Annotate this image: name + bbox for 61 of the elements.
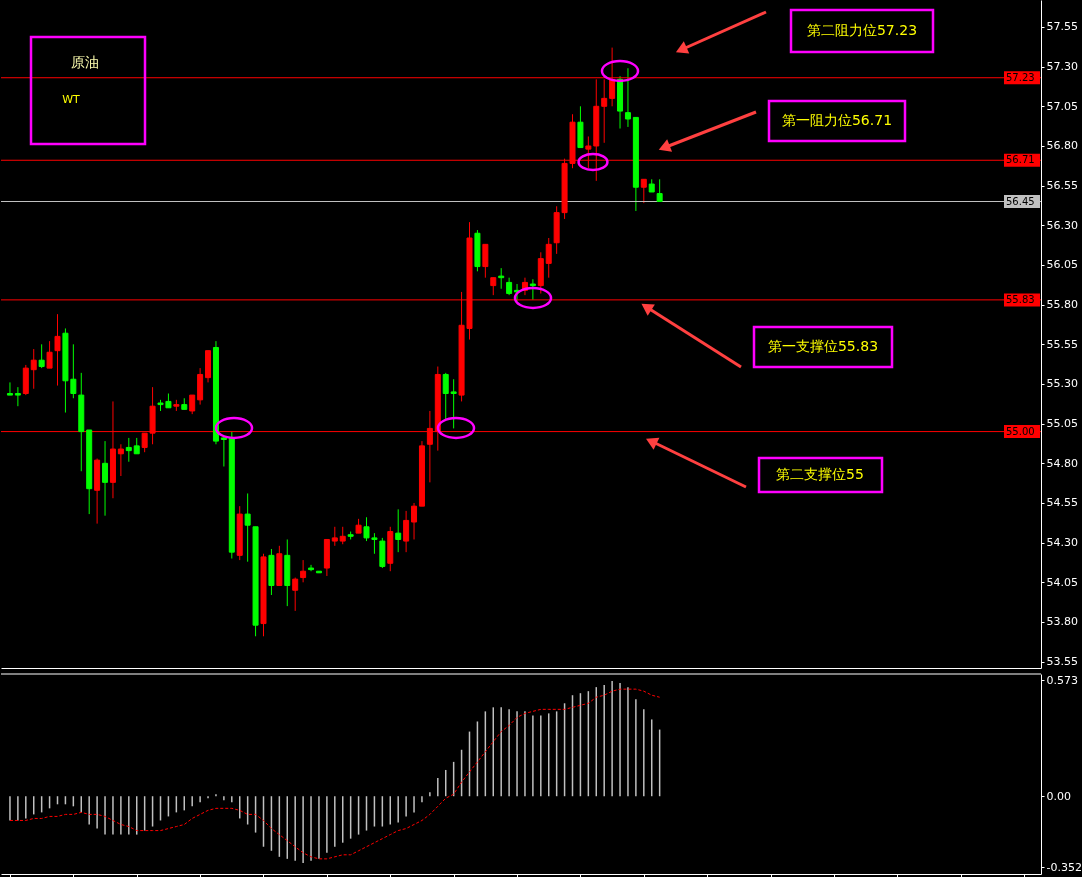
y-tick-label: -0.352 — [1046, 860, 1082, 874]
y-tick-label: 54.55 — [1046, 496, 1078, 510]
y-tick-label: 56.05 — [1046, 258, 1078, 272]
candlestick — [450, 378, 457, 429]
candlestick — [442, 372, 449, 421]
ref-line-label: 55.00 — [1006, 425, 1035, 437]
candlestick — [189, 394, 196, 415]
candlestick — [640, 178, 647, 204]
annotation: 第二阻力位57.23 — [806, 22, 918, 38]
y-tick-label: 54.30 — [1046, 536, 1078, 550]
y-tick-label: 55.80 — [1046, 298, 1078, 312]
y-tick-label: 57.55 — [1046, 20, 1078, 34]
candlestick — [125, 437, 132, 463]
candlestick — [411, 502, 418, 540]
ref-line-label: 56.45 — [1006, 195, 1035, 207]
y-tick-label: 54.05 — [1046, 575, 1078, 589]
candlestick — [220, 435, 227, 467]
y-tick-label: 57.05 — [1046, 99, 1078, 113]
y-tick-label: 54.80 — [1046, 456, 1078, 470]
candlestick — [331, 526, 338, 547]
annotation: 原油 — [71, 54, 99, 70]
candlestick — [292, 577, 299, 612]
y-tick-label: 56.55 — [1046, 179, 1078, 193]
ref-line-label: 57.23 — [1006, 71, 1035, 83]
annotation: WT — [62, 93, 81, 106]
candlestick — [14, 386, 21, 407]
ref-line-label: 55.83 — [1006, 293, 1035, 305]
candlestick — [545, 237, 552, 279]
candlestick — [601, 78, 608, 144]
y-tick-label: 56.80 — [1046, 139, 1078, 153]
candlestick — [102, 440, 109, 517]
candlestick — [46, 340, 53, 369]
candlestick — [30, 348, 37, 390]
candlestick — [482, 243, 489, 279]
candlestick — [529, 278, 536, 301]
y-tick-label: 0.00 — [1046, 789, 1071, 803]
y-tick-label: 56.30 — [1046, 218, 1078, 232]
y-tick-label: 57.30 — [1046, 60, 1078, 74]
candlestick — [656, 178, 663, 203]
y-tick-label: 0.573 — [1046, 673, 1078, 687]
y-tick-label: 55.30 — [1046, 377, 1078, 391]
candlestick — [244, 492, 251, 563]
candlestick — [498, 267, 505, 290]
y-tick-label: 55.55 — [1046, 337, 1078, 351]
candlestick — [395, 508, 402, 553]
candlestick — [38, 343, 45, 369]
y-tick-label: 53.80 — [1046, 615, 1078, 629]
y-tick-label: 55.05 — [1046, 417, 1078, 431]
annotation: 第一阻力位56.71 — [781, 112, 893, 128]
candlestick — [6, 381, 13, 396]
candlestick — [117, 443, 124, 477]
y-tick-label: 53.55 — [1046, 655, 1078, 669]
candlestick — [624, 67, 631, 128]
candlestick — [54, 313, 61, 387]
annotation: 第二支撑位55 — [776, 466, 864, 482]
candlestick — [308, 564, 315, 572]
candlestick — [403, 510, 410, 553]
line-series — [9, 688, 661, 860]
ref-line-label: 56.71 — [1006, 154, 1035, 166]
annotation: 第一支撑位55.83 — [767, 338, 879, 354]
candlestick — [300, 559, 307, 583]
